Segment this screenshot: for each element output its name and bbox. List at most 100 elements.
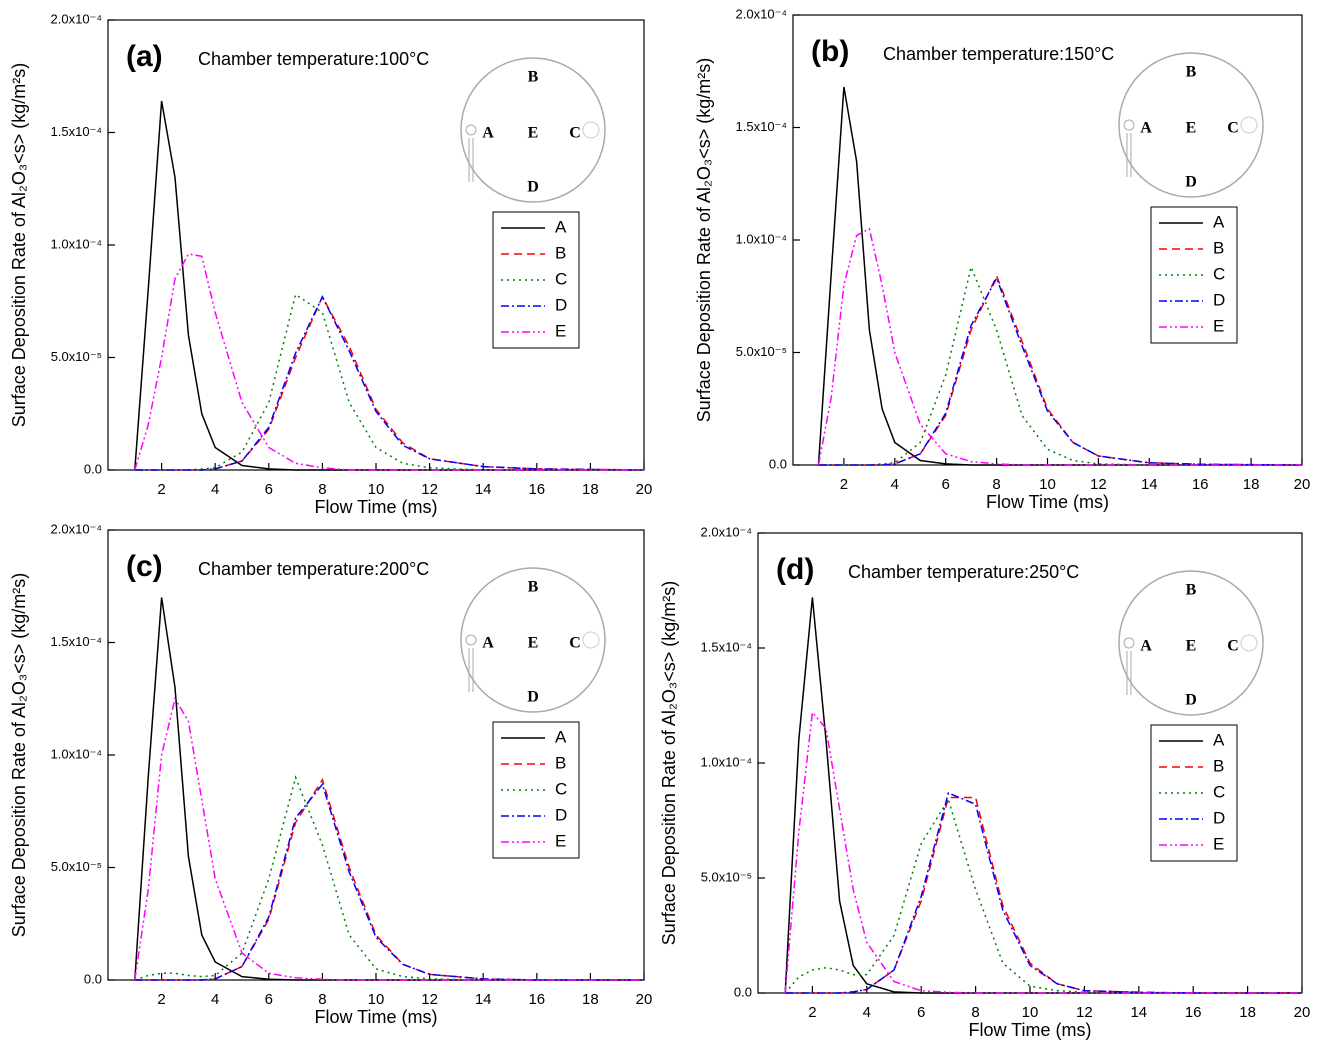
x-tick-label: 4	[891, 476, 899, 493]
x-tick-label: 8	[318, 991, 326, 1008]
y-tick-label: 5.0x10⁻⁵	[736, 344, 787, 359]
x-tick-label: 12	[421, 991, 438, 1008]
x-tick-label: 14	[1141, 476, 1158, 493]
inset-label: C	[1227, 638, 1239, 655]
legend-label: C	[1213, 782, 1225, 801]
annotation: Chamber temperature:150°C	[883, 44, 1114, 64]
series-line	[785, 791, 1302, 994]
series-line	[134, 253, 644, 471]
legend-label: A	[1213, 212, 1225, 231]
x-tick-label: 10	[368, 481, 385, 498]
series-line	[134, 778, 644, 981]
x-tick-label: 20	[636, 481, 653, 498]
legend-label: C	[555, 269, 567, 288]
inset-label: C	[569, 125, 581, 142]
legend-label: B	[555, 753, 566, 772]
outlet-right	[582, 121, 600, 139]
x-tick-label: 2	[157, 991, 165, 1008]
inset-label: E	[528, 635, 539, 652]
y-tick-label: 2.0x10⁻⁴	[736, 6, 787, 21]
legend-label: B	[1213, 238, 1224, 257]
inset-chamber	[460, 57, 606, 203]
inset-label: A	[482, 635, 494, 652]
x-tick-label: 2	[840, 476, 848, 493]
y-tick-label: 1.0x10⁻⁴	[736, 231, 787, 246]
annotation: Chamber temperature:100°C	[198, 49, 429, 69]
x-tick-label: 10	[1022, 1004, 1039, 1021]
annotation: Chamber temperature:200°C	[198, 559, 429, 579]
x-tick-label: 4	[211, 991, 219, 1008]
legend-label: E	[1213, 316, 1224, 335]
inset-label: B	[1186, 64, 1197, 81]
x-tick-label: 10	[1039, 476, 1056, 493]
x-axis-label: Flow Time (ms)	[315, 1007, 438, 1027]
y-tick-label: 5.0x10⁻⁵	[51, 859, 102, 874]
inlet-pipe	[1126, 651, 1132, 695]
series-line	[818, 264, 1302, 466]
legend-label: E	[1213, 834, 1224, 853]
x-tick-label: 14	[475, 481, 492, 498]
inlet-pipe	[1126, 133, 1132, 177]
inlet-pipe	[468, 138, 474, 182]
series-line	[817, 227, 1302, 466]
panel: 2 4 6 8 10 12 14 16 18 20 0.0 5.0x10⁻⁵ 1.0x10⁻⁴ 1.5x1…	[9, 11, 653, 516]
inset-chamber	[1118, 52, 1264, 198]
series-line	[134, 782, 644, 981]
inset-label: C	[569, 635, 581, 652]
y-tick-label: 1.5x10⁻⁴	[51, 634, 102, 649]
panel: 2 4 6 8 10 12 14 16 18 20 0.0 5.0x10⁻⁵ 1.0x10⁻⁴ 1.5x1…	[694, 6, 1311, 511]
panel-label: (a)	[126, 40, 163, 73]
inset-label: B	[528, 69, 539, 86]
x-tick-label: 8	[318, 481, 326, 498]
y-axis-label: Surface Deposition Rate of Al₂O₃<s> (kg/…	[9, 63, 29, 427]
inset-label: A	[1140, 638, 1152, 655]
inset-label: D	[527, 179, 539, 196]
x-tick-label: 18	[1239, 1004, 1256, 1021]
y-tick-label: 1.5x10⁻⁴	[736, 119, 787, 134]
panel-label: (d)	[776, 553, 814, 586]
legend-label: E	[555, 321, 566, 340]
y-tick-label: 5.0x10⁻⁵	[701, 869, 752, 884]
series-line	[818, 276, 1303, 466]
inset-label: B	[1186, 582, 1197, 599]
inset-label: E	[1186, 120, 1197, 137]
inset-chamber	[460, 567, 606, 713]
x-tick-label: 16	[1185, 1004, 1202, 1021]
x-tick-label: 14	[1130, 1004, 1147, 1021]
legend-label: E	[555, 831, 566, 850]
x-tick-label: 6	[942, 476, 950, 493]
inset-chamber	[1118, 570, 1264, 716]
x-tick-label: 6	[265, 991, 273, 1008]
x-tick-label: 14	[475, 991, 492, 1008]
x-tick-label: 16	[528, 481, 545, 498]
inset-label: E	[528, 125, 539, 142]
inlet-left	[465, 634, 477, 646]
inlet-left	[1123, 119, 1135, 131]
y-tick-label: 2.0x10⁻⁴	[51, 11, 102, 26]
y-tick-label: 1.0x10⁻⁴	[51, 746, 102, 761]
legend-label: C	[555, 779, 567, 798]
y-tick-label: 1.0x10⁻⁴	[51, 236, 102, 251]
x-tick-label: 12	[421, 481, 438, 498]
x-tick-label: 18	[1243, 476, 1260, 493]
y-axis-label: Surface Deposition Rate of Al₂O₃<s> (kg/…	[659, 581, 679, 945]
outlet-right	[582, 631, 600, 649]
x-tick-label: 6	[917, 1004, 925, 1021]
inlet-left	[465, 124, 477, 136]
y-tick-label: 0.0	[769, 456, 787, 471]
y-tick-label: 1.5x10⁻⁴	[51, 124, 102, 139]
y-tick-label: 0.0	[84, 461, 102, 476]
x-axis-label: Flow Time (ms)	[315, 497, 438, 517]
legend-label: A	[1213, 730, 1225, 749]
inset-label: A	[482, 125, 494, 142]
annotation: Chamber temperature:250°C	[848, 562, 1079, 582]
legend-label: A	[555, 217, 567, 236]
x-tick-label: 18	[582, 481, 599, 498]
series-line	[784, 797, 1302, 994]
y-axis-label: Surface Deposition Rate of Al₂O₃<s> (kg/…	[694, 58, 714, 422]
outlet-right	[1240, 634, 1258, 652]
y-tick-label: 0.0	[734, 984, 752, 999]
panel-label: (c)	[126, 550, 163, 583]
x-tick-label: 12	[1076, 1004, 1093, 1021]
